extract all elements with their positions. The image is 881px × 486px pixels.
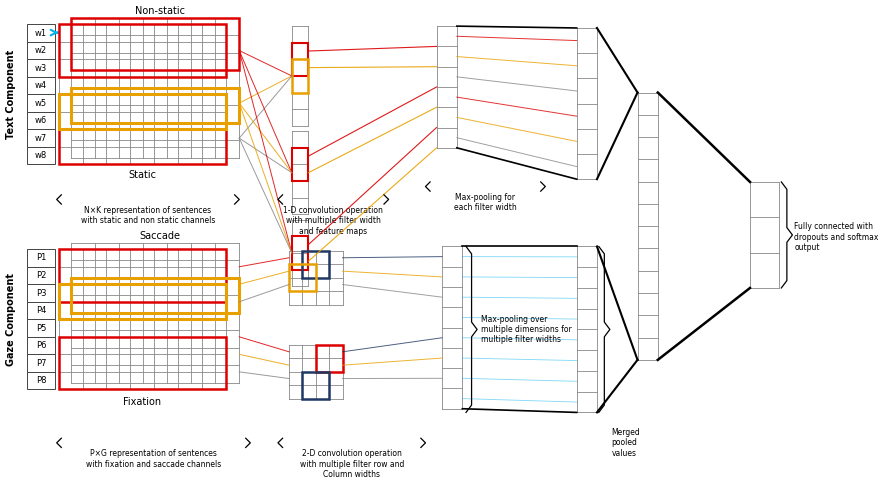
Bar bbox=[58, 129, 226, 164]
Bar bbox=[27, 77, 55, 94]
Bar bbox=[27, 319, 55, 337]
Text: Fully connected with
dropouts and softmax
output: Fully connected with dropouts and softma… bbox=[795, 223, 878, 252]
Text: w7: w7 bbox=[35, 134, 48, 143]
Bar bbox=[58, 284, 226, 319]
Bar bbox=[292, 43, 308, 76]
Text: 1-D convolution operation
with multiple filter width
and feature maps: 1-D convolution operation with multiple … bbox=[284, 206, 383, 236]
Text: Merged
pooled
values: Merged pooled values bbox=[611, 428, 640, 458]
Bar bbox=[302, 251, 329, 278]
Text: Non-static: Non-static bbox=[135, 6, 185, 16]
Text: P8: P8 bbox=[36, 376, 47, 385]
Text: P2: P2 bbox=[36, 271, 46, 280]
Text: Static: Static bbox=[129, 170, 157, 180]
Bar bbox=[27, 94, 55, 112]
Bar bbox=[27, 112, 55, 129]
Bar bbox=[71, 18, 240, 70]
Bar bbox=[27, 249, 55, 267]
Bar bbox=[27, 129, 55, 147]
Bar bbox=[292, 59, 308, 92]
Text: w5: w5 bbox=[35, 99, 47, 107]
Text: 2-D convolution operation
with multiple filter row and
Column widths: 2-D convolution operation with multiple … bbox=[300, 449, 403, 479]
Text: Max-pooling for
each filter width: Max-pooling for each filter width bbox=[454, 193, 517, 212]
Text: Saccade: Saccade bbox=[139, 231, 181, 241]
Bar bbox=[27, 302, 55, 319]
Bar bbox=[27, 42, 55, 59]
Bar bbox=[27, 267, 55, 284]
Bar bbox=[58, 94, 226, 129]
Bar bbox=[27, 284, 55, 302]
Bar bbox=[58, 24, 226, 77]
Text: P3: P3 bbox=[36, 289, 47, 297]
Text: Fixation: Fixation bbox=[123, 397, 161, 407]
Text: P×G representation of sentences
with fixation and saccade channels: P×G representation of sentences with fix… bbox=[85, 449, 221, 469]
Bar bbox=[292, 148, 308, 181]
Text: w1: w1 bbox=[35, 29, 47, 37]
Bar bbox=[302, 372, 329, 399]
Bar bbox=[71, 88, 240, 123]
Text: Max-pooling over
multiple dimensions for
multiple filter widths: Max-pooling over multiple dimensions for… bbox=[481, 314, 572, 345]
Text: w4: w4 bbox=[35, 81, 47, 90]
Text: w8: w8 bbox=[35, 151, 48, 160]
Bar bbox=[58, 337, 226, 389]
Text: w2: w2 bbox=[35, 46, 47, 55]
Bar bbox=[27, 59, 55, 77]
Bar bbox=[58, 249, 226, 302]
Text: P7: P7 bbox=[36, 359, 47, 367]
Bar bbox=[71, 278, 240, 313]
Bar bbox=[289, 264, 315, 291]
Bar bbox=[292, 236, 308, 270]
Bar bbox=[315, 345, 343, 372]
Text: P1: P1 bbox=[36, 254, 46, 262]
Text: Gaze Component: Gaze Component bbox=[5, 273, 16, 366]
Bar bbox=[27, 354, 55, 372]
Text: Text Component: Text Component bbox=[5, 50, 16, 139]
Text: P5: P5 bbox=[36, 324, 46, 332]
Bar bbox=[27, 337, 55, 354]
Text: P4: P4 bbox=[36, 306, 46, 315]
Text: P6: P6 bbox=[36, 341, 47, 350]
Bar bbox=[27, 24, 55, 42]
Text: w3: w3 bbox=[35, 64, 48, 72]
Bar bbox=[27, 372, 55, 389]
Bar bbox=[27, 147, 55, 164]
Text: N×K representation of sentences
with static and non static channels: N×K representation of sentences with sta… bbox=[81, 206, 215, 226]
Text: w6: w6 bbox=[35, 116, 48, 125]
